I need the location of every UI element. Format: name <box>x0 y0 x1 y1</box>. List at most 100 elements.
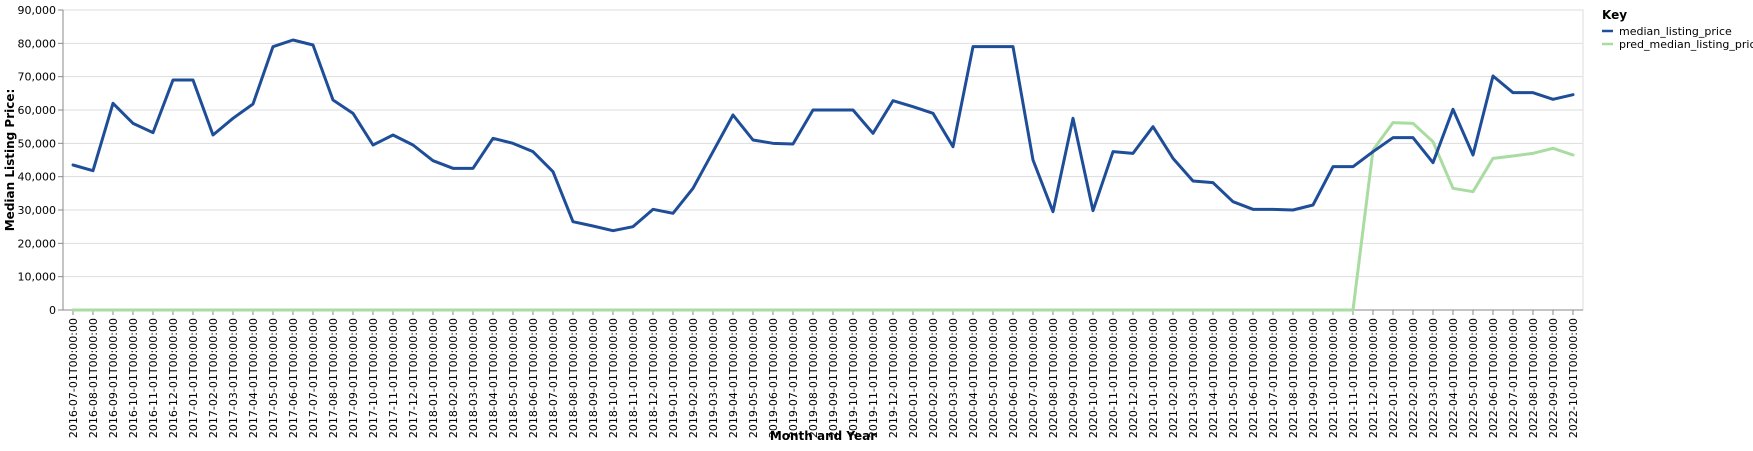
x-tick-label: 2017-05-01T00:00:00 <box>267 318 280 438</box>
x-tick-label: 2017-10-01T00:00:00 <box>367 318 380 438</box>
x-tick-label: 2022-02-01T00:00:00 <box>1407 318 1420 438</box>
y-tick-label: 50,000 <box>18 137 57 150</box>
x-tick-label: 2018-05-01T00:00:00 <box>507 318 520 438</box>
y-tick-label: 40,000 <box>18 171 57 184</box>
x-tick-label: 2021-12-01T00:00:00 <box>1367 318 1380 438</box>
x-tick-label: 2021-10-01T00:00:00 <box>1327 318 1340 438</box>
x-axis: 2016-07-01T00:00:00 2016-08-01T00:00:00 20… <box>63 309 1583 438</box>
x-tick-label: 2016-12-01T00:00:00 <box>167 318 180 438</box>
x-tick-label: 2017-09-01T00:00:00 <box>347 318 360 438</box>
series-lines <box>71 38 1575 312</box>
x-tick-label: 2020-05-01T00:00:00 <box>987 318 1000 438</box>
x-axis-title: Month and Year <box>770 429 876 443</box>
x-tick-label: 2018-02-01T00:00:00 <box>447 318 460 438</box>
series-line-median-listing-price <box>71 38 1575 233</box>
legend-label: pred_median_listing_price <box>1619 38 1753 51</box>
x-tick-label: 2019-05-01T00:00:00 <box>747 318 760 438</box>
x-tick-label: 2016-10-01T00:00:00 <box>127 318 140 438</box>
x-tick-label: 2022-03-01T00:00:00 <box>1427 318 1440 438</box>
x-tick-label: 2022-09-01T00:00:00 <box>1547 318 1560 438</box>
x-tick-label: 2019-02-01T00:00:00 <box>687 318 700 438</box>
x-tick-label: 2018-04-01T00:00:00 <box>487 318 500 438</box>
x-tick-label: 2021-03-01T00:00:00 <box>1187 318 1200 438</box>
x-tick-label: 2017-01-01T00:00:00 <box>187 318 200 438</box>
x-tick-label: 2020-07-01T00:00:00 <box>1027 318 1040 438</box>
x-tick-label: 2018-09-01T00:00:00 <box>587 318 600 438</box>
x-tick-label: 2021-01-01T00:00:00 <box>1147 318 1160 438</box>
x-tick-label: 2021-02-01T00:00:00 <box>1167 318 1180 438</box>
legend-title: Key <box>1602 8 1627 22</box>
x-tick-label: 2016-11-01T00:00:00 <box>147 318 160 438</box>
x-tick-label: 2019-08-01T00:00:00 <box>807 318 820 438</box>
y-tick-label: 0 <box>49 304 56 317</box>
x-tick-label: 2020-11-01T00:00:00 <box>1107 318 1120 438</box>
x-tick-label: 2021-09-01T00:00:00 <box>1307 318 1320 438</box>
legend-label: median_listing_price <box>1619 25 1732 38</box>
x-tick-label: 2022-06-01T00:00:00 <box>1487 318 1500 438</box>
x-tick-label: 2020-01-01T00:00:00 <box>907 318 920 438</box>
x-tick-label: 2017-06-01T00:00:00 <box>287 318 300 438</box>
x-tick-label: 2019-11-01T00:00:00 <box>867 318 880 438</box>
x-tick-label: 2017-03-01T00:00:00 <box>227 318 240 438</box>
x-tick-label: 2022-04-01T00:00:00 <box>1447 318 1460 438</box>
x-tick-label: 2020-12-01T00:00:00 <box>1127 318 1140 438</box>
x-tick-label: 2020-02-01T00:00:00 <box>927 318 940 438</box>
x-tick-label: 2018-08-01T00:00:00 <box>567 318 580 438</box>
x-tick-label: 2017-02-01T00:00:00 <box>207 318 220 438</box>
x-tick-label: 2021-07-01T00:00:00 <box>1267 318 1280 438</box>
y-tick-label: 60,000 <box>18 104 57 117</box>
x-tick-label: 2020-03-01T00:00:00 <box>947 318 960 438</box>
x-tick-label: 2022-07-01T00:00:00 <box>1507 318 1520 438</box>
x-tick-label: 2017-11-01T00:00:00 <box>387 318 400 438</box>
y-tick-label: 30,000 <box>18 204 57 217</box>
x-tick-label: 2019-06-01T00:00:00 <box>767 318 780 438</box>
x-tick-label: 2017-12-01T00:00:00 <box>407 318 420 438</box>
x-tick-label: 2021-11-01T00:00:00 <box>1347 318 1360 438</box>
y-axis: 0 10,000 20,000 30,000 40,000 50,000 60,000 70,… <box>18 4 64 317</box>
x-tick-label: 2020-06-01T00:00:00 <box>1007 318 1020 438</box>
x-tick-label: 2018-07-01T00:00:00 <box>547 318 560 438</box>
x-tick-label: 2020-09-01T00:00:00 <box>1067 318 1080 438</box>
series-line-pred-median-listing-price <box>71 121 1575 312</box>
y-tick-label: 20,000 <box>18 237 57 250</box>
y-tick-label: 90,000 <box>18 4 57 17</box>
y-tick-label: 10,000 <box>18 271 57 284</box>
x-tick-label: 2022-05-01T00:00:00 <box>1467 318 1480 438</box>
x-tick-label: 2018-11-01T00:00:00 <box>627 318 640 438</box>
x-tick-label: 2017-08-01T00:00:00 <box>327 318 340 438</box>
x-tick-label: 2019-10-01T00:00:00 <box>847 318 860 438</box>
x-tick-label: 2022-10-01T00:00:00 <box>1567 318 1580 438</box>
grid-lines <box>62 9 1584 311</box>
y-tick-label: 70,000 <box>18 71 57 84</box>
x-tick-label: 2016-08-01T00:00:00 <box>87 318 100 438</box>
x-tick-label: 2016-09-01T00:00:00 <box>107 318 120 438</box>
x-tick-label: 2018-10-01T00:00:00 <box>607 318 620 438</box>
x-tick-label: 2016-07-01T00:00:00 <box>67 318 80 438</box>
x-tick-label: 2019-04-01T00:00:00 <box>727 318 740 438</box>
plot-area-frame <box>62 9 1584 311</box>
legend: Key median_listing_pricepred_median_list… <box>1602 8 1753 51</box>
x-tick-label: 2018-06-01T00:00:00 <box>527 318 540 438</box>
x-tick-label: 2017-04-01T00:00:00 <box>247 318 260 438</box>
x-tick-label: 2018-03-01T00:00:00 <box>467 318 480 438</box>
x-tick-label: 2019-07-01T00:00:00 <box>787 318 800 438</box>
x-tick-label: 2021-05-01T00:00:00 <box>1227 318 1240 438</box>
x-tick-label: 2022-08-01T00:00:00 <box>1527 318 1540 438</box>
x-tick-label: 2019-12-01T00:00:00 <box>887 318 900 438</box>
x-tick-label: 2018-12-01T00:00:00 <box>647 318 660 438</box>
x-tick-label: 2021-08-01T00:00:00 <box>1287 318 1300 438</box>
y-axis-title: Median Listing Price: <box>3 89 17 232</box>
x-tick-label: 2022-01-01T00:00:00 <box>1387 318 1400 438</box>
x-tick-label: 2019-03-01T00:00:00 <box>707 318 720 438</box>
x-tick-label: 2021-06-01T00:00:00 <box>1247 318 1260 438</box>
x-tick-label: 2020-10-01T00:00:00 <box>1087 318 1100 438</box>
y-tick-label: 80,000 <box>18 37 57 50</box>
x-tick-label: 2018-01-01T00:00:00 <box>427 318 440 438</box>
x-tick-label: 2020-04-01T00:00:00 <box>967 318 980 438</box>
x-tick-label: 2017-07-01T00:00:00 <box>307 318 320 438</box>
x-tick-label: 2019-09-01T00:00:00 <box>827 318 840 438</box>
x-tick-label: 2020-08-01T00:00:00 <box>1047 318 1060 438</box>
x-tick-label: 2019-01-01T00:00:00 <box>667 318 680 438</box>
